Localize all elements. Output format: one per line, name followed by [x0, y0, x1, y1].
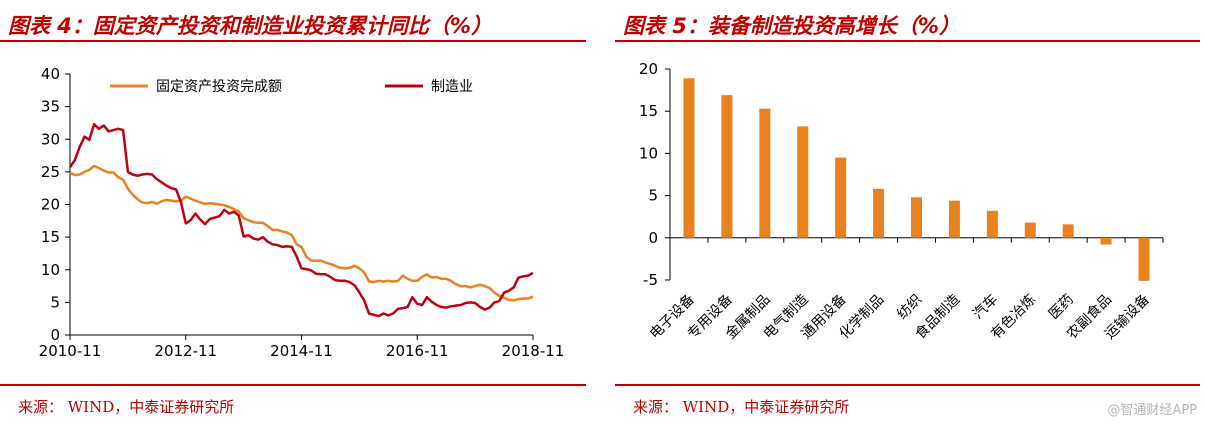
right-chart-title: 图表 5：装备制造投资高增长（%） [623, 14, 960, 38]
left-title-rule [0, 40, 586, 42]
y-tick-label: 10 [41, 261, 60, 279]
category-label: 汽车 [969, 291, 1001, 323]
right-source-rule [615, 384, 1200, 386]
right-source: 来源： WIND，中泰证券研究所 [633, 398, 850, 416]
series-line-manufacturing [68, 122, 534, 318]
bar [797, 126, 809, 238]
bar [1138, 237, 1150, 281]
x-tick-label: 2018-11 [502, 342, 565, 360]
y-tick-label: 5 [50, 293, 60, 311]
y-tick-label: 5 [648, 187, 658, 205]
series-line-fixed-asset [69, 164, 534, 302]
y-tick-label: 20 [639, 60, 658, 78]
y-tick-label: 0 [648, 229, 658, 247]
legend-label: 制造业 [431, 79, 473, 95]
bar [1062, 224, 1074, 238]
y-tick-label: 15 [639, 102, 658, 120]
bar [911, 197, 922, 238]
x-tick-label: 2014-11 [270, 342, 333, 360]
bar [721, 95, 733, 238]
bar [948, 200, 960, 238]
y-tick-label: -5 [643, 271, 658, 289]
legend-label: 固定资产投资完成额 [156, 79, 282, 95]
y-tick-label: 25 [41, 163, 60, 181]
left-source: 来源： WIND，中泰证券研究所 [18, 398, 235, 416]
bar [759, 108, 771, 238]
y-tick-label: 40 [41, 65, 60, 83]
category-label: 医药 [1046, 292, 1077, 323]
category-label: 纺织 [894, 292, 925, 323]
bar [835, 157, 847, 238]
y-tick-label: 0 [50, 326, 60, 344]
bar [683, 78, 695, 238]
right-title-rule [615, 40, 1200, 42]
line-chart: 0 5 10 15 20 25 30 35 40 2010-11 2012-11 2014-11 201… [39, 65, 565, 360]
y-tick-label: 35 [41, 98, 60, 116]
y-tick-label: 10 [639, 144, 658, 162]
right-panel: 图表 5：装备制造投资高增长（%） -5 0 5 10 15 20 电子设备 专用设备 金属制品… [615, 0, 1205, 425]
left-source-rule [0, 384, 586, 386]
bar [1024, 222, 1036, 238]
y-tick-label: 20 [41, 196, 60, 214]
x-tick-label: 2010-11 [39, 342, 102, 360]
x-tick-label: 2016-11 [386, 342, 449, 360]
watermark: @智通财经APP [1107, 403, 1197, 418]
bar [986, 210, 998, 238]
left-panel: 图表 4：固定资产投资和制造业投资累计同比（%） 0 5 10 15 20 25 30 35 4… [0, 0, 600, 425]
left-chart-title: 图表 4：固定资产投资和制造业投资累计同比（%） [8, 14, 492, 38]
bar [873, 188, 885, 238]
x-tick-label: 2012-11 [154, 342, 217, 360]
y-tick-label: 30 [41, 130, 60, 148]
y-tick-label: 15 [41, 228, 60, 246]
bar [1100, 237, 1112, 245]
